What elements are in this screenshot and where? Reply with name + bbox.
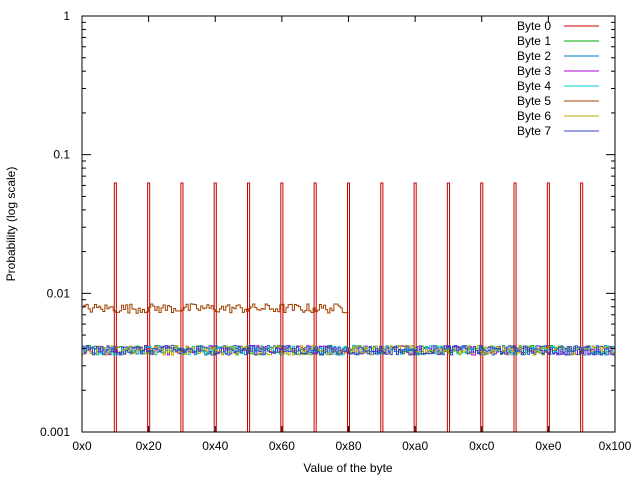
legend-label: Byte 3 [517, 64, 551, 78]
x-tick-label: 0x0 [72, 439, 92, 453]
legend-label: Byte 4 [517, 79, 551, 93]
series-line-byte-5 [82, 303, 349, 314]
legend-label: Byte 0 [517, 19, 551, 33]
x-tick-label: 0x60 [269, 439, 295, 453]
legend-label: Byte 7 [517, 124, 551, 138]
axis-ticks [81, 15, 616, 433]
x-tick-label: 0xc0 [469, 439, 495, 453]
x-tick-label: 0x80 [335, 439, 361, 453]
x-tick-label: 0x100 [599, 439, 632, 453]
series-line-byte-7 [82, 344, 615, 356]
series-line-byte-0 [113, 182, 584, 432]
plot-series [82, 182, 615, 432]
y-axis-label: Probability (log scale) [4, 167, 18, 282]
x-tick-label: 0x40 [202, 439, 228, 453]
y-tick-label: 1 [63, 9, 70, 23]
y-tick-label: 0.1 [53, 148, 70, 162]
legend-label: Byte 2 [517, 49, 551, 63]
x-axis-label: Value of the byte [303, 461, 393, 475]
legend-label: Byte 6 [517, 109, 551, 123]
x-tick-label: 0xa0 [402, 439, 428, 453]
x-tick-label: 0xe0 [535, 439, 561, 453]
tick-labels: 0x0 0x20 0x40 0x60 0x80 0xa0 0xc0 0xe0 0x100 0.00… [40, 9, 632, 453]
x-tick-label: 0x20 [136, 439, 162, 453]
y-tick-label: 0.01 [47, 286, 71, 300]
legend-label: Byte 1 [517, 34, 551, 48]
legend-label: Byte 5 [517, 94, 551, 108]
y-tick-label: 0.001 [40, 425, 70, 439]
